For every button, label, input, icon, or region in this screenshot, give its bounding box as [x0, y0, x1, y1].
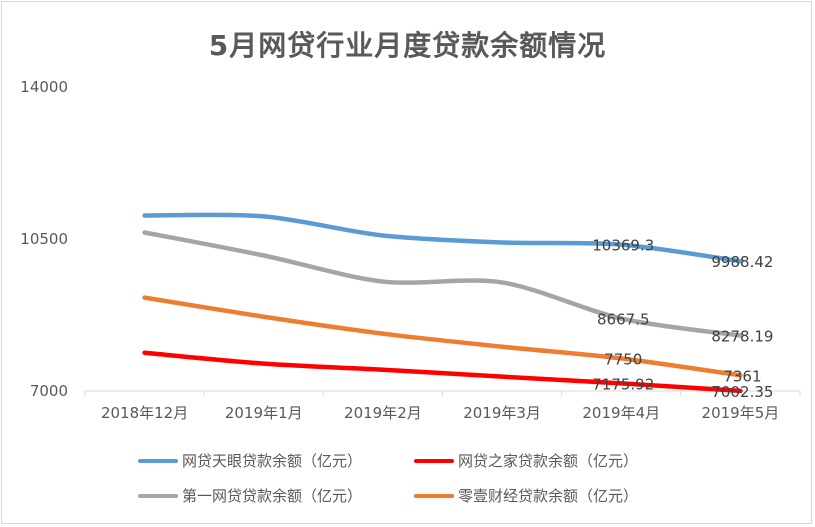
data-labels: 10369.3 9988.42 7175.92 7002.35 8667.5 8278.1…: [592, 237, 773, 401]
data-label: 7361: [723, 367, 761, 385]
legend-item[interactable]: 网贷天眼贷款余额（亿元）: [138, 450, 362, 471]
data-label: 10369.3: [592, 237, 654, 255]
legend-label: 第一网贷贷款余额（亿元）: [182, 487, 363, 505]
legend-swatch: [414, 458, 454, 463]
chart-title: 5月网贷行业月度贷款余额情况: [208, 29, 607, 62]
axes: 2018年12月 2019年1月 2019年2月 2019年3月 2019年4月 2019…: [20, 78, 801, 422]
data-label: 9988.42: [711, 253, 773, 271]
data-label: 8278.19: [711, 327, 773, 345]
x-tick-label: 2018年12月: [101, 404, 188, 422]
legend-swatch: [414, 493, 454, 498]
x-tick-label: 2019年5月: [702, 404, 780, 422]
series-line: [142, 295, 743, 378]
series-group: [142, 212, 743, 394]
legend-label: 网贷之家贷款余额（亿元）: [458, 452, 639, 470]
series-line: [142, 230, 743, 338]
series-line: [142, 212, 743, 264]
y-tick-label: 10500: [20, 230, 68, 248]
x-tick-label: 2019年4月: [582, 404, 660, 422]
legend-label: 网贷天眼贷款余额（亿元）: [182, 452, 363, 470]
legend-item[interactable]: 零壹财经贷款余额（亿元）: [414, 485, 638, 506]
data-label: 8667.5: [597, 311, 650, 329]
x-tick-label: 2019年1月: [225, 404, 303, 422]
legend-swatch: [138, 493, 178, 498]
legend-item[interactable]: 第一网贷贷款余额（亿元）: [138, 485, 362, 506]
legend-item[interactable]: 网贷之家贷款余额（亿元）: [414, 450, 638, 471]
series-line: [142, 350, 743, 394]
data-label: 7750: [604, 350, 642, 368]
legend-swatch: [138, 458, 178, 463]
y-tick-label: 7000: [30, 382, 68, 400]
x-tick-label: 2019年2月: [344, 404, 422, 422]
data-label: 7175.92: [592, 375, 654, 393]
x-tick-label: 2019年3月: [463, 404, 541, 422]
legend-label: 零壹财经贷款余额（亿元）: [458, 487, 639, 505]
data-label: 7002.35: [711, 383, 773, 401]
y-tick-label: 14000: [20, 78, 68, 96]
